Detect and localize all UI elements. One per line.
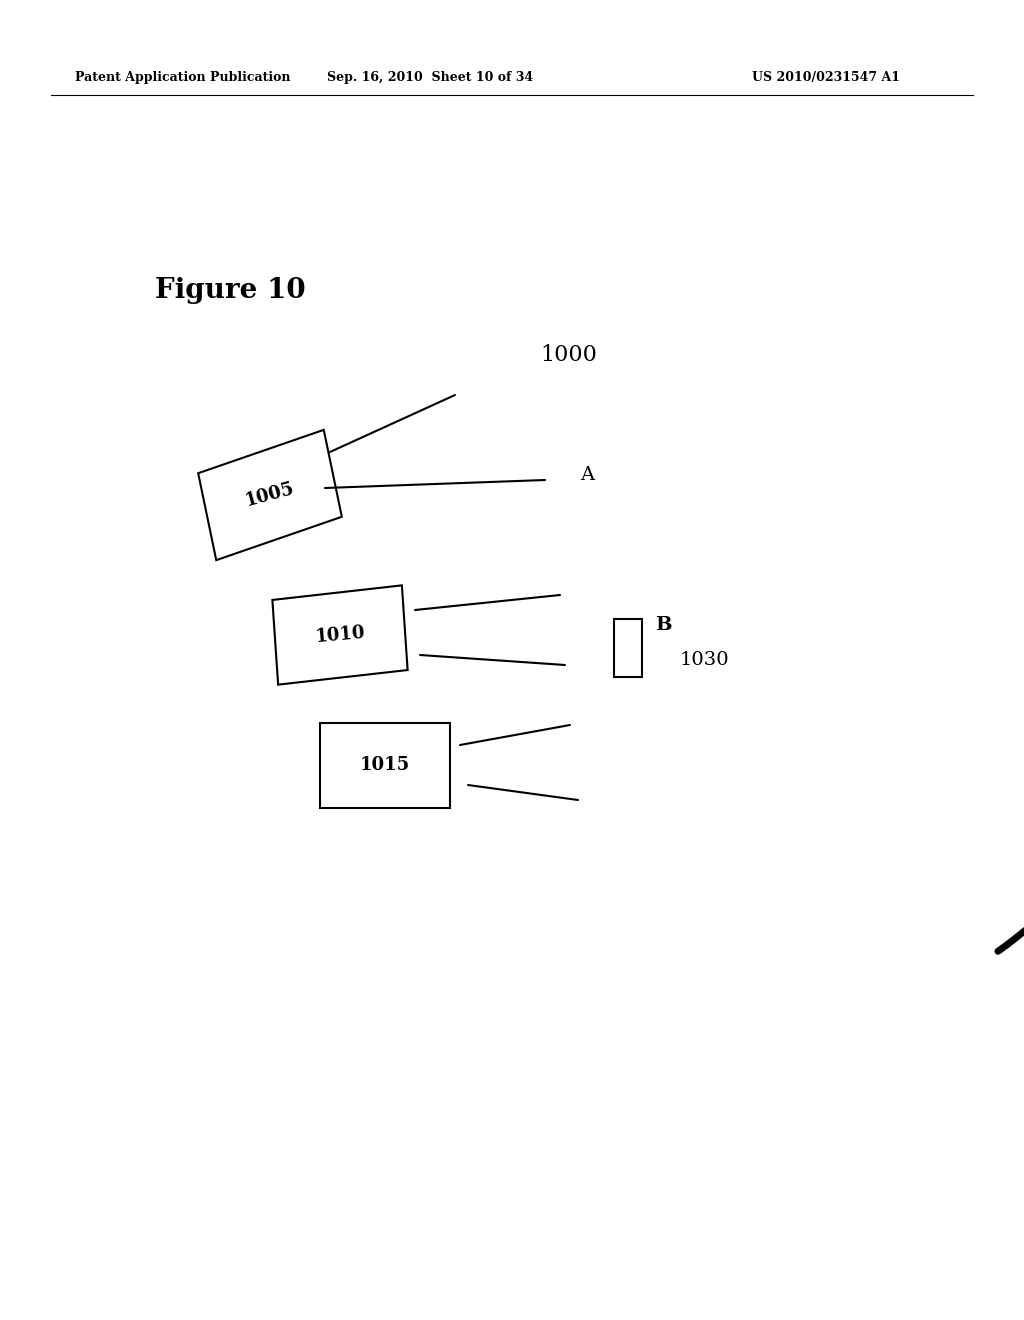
Text: Sep. 16, 2010  Sheet 10 of 34: Sep. 16, 2010 Sheet 10 of 34 [327, 71, 534, 84]
Text: 1010: 1010 [314, 624, 366, 647]
Bar [614, 619, 642, 677]
Bar [199, 430, 342, 560]
Text: A: A [580, 466, 594, 484]
Text: Patent Application Publication: Patent Application Publication [75, 71, 291, 84]
Text: 1015: 1015 [359, 756, 411, 774]
Text: US 2010/0231547 A1: US 2010/0231547 A1 [752, 71, 900, 84]
Text: 1030: 1030 [680, 651, 730, 669]
Text: 1005: 1005 [244, 479, 297, 511]
Text: 1000: 1000 [540, 345, 597, 366]
Bar [319, 722, 450, 808]
Text: Figure 10: Figure 10 [155, 276, 305, 304]
Text: B: B [655, 616, 672, 634]
Bar [272, 585, 408, 685]
